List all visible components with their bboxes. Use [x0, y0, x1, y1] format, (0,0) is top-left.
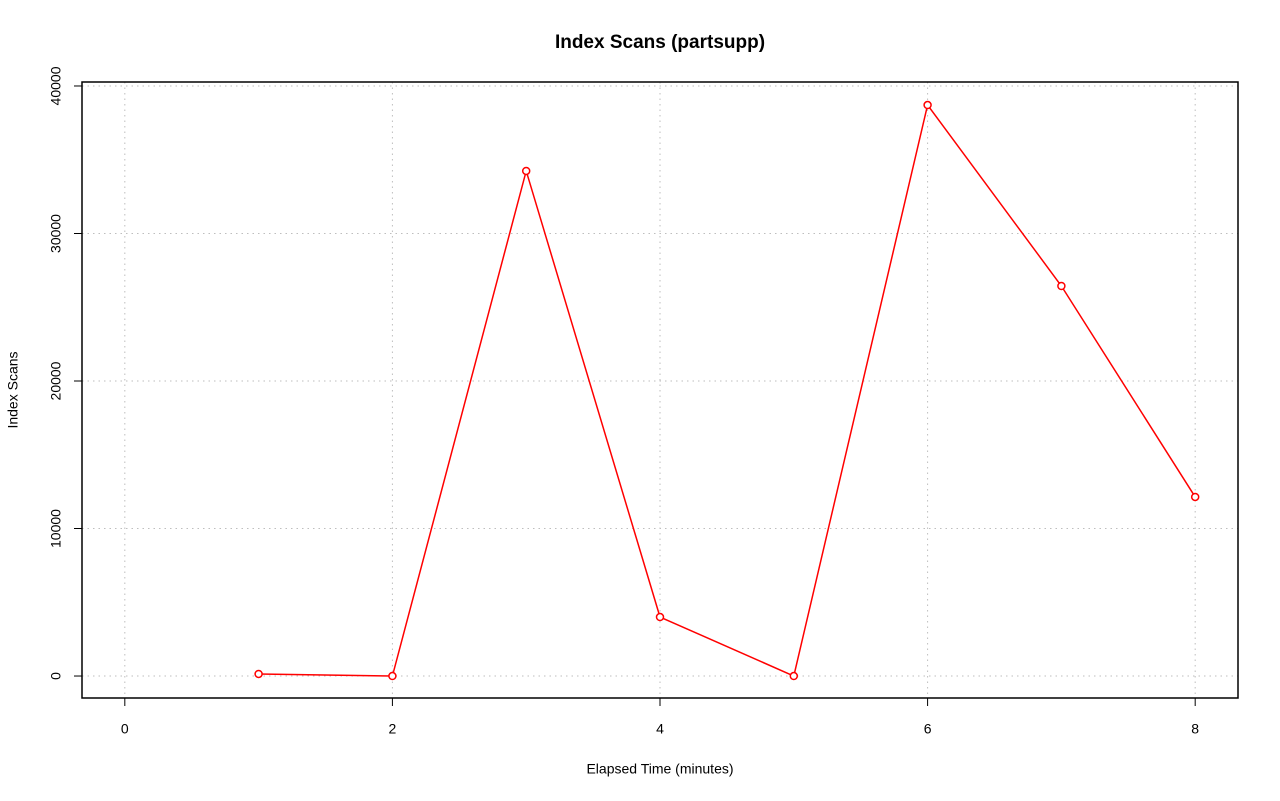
data-point	[655, 612, 665, 622]
plot-frame	[81, 81, 1239, 699]
data-point	[923, 100, 932, 110]
y-tick-label: 30000	[48, 214, 64, 253]
data-line	[258, 103, 1196, 678]
y-tick-label: 20000	[48, 361, 64, 400]
x-tick-label: 6	[924, 721, 932, 737]
data-point	[521, 166, 531, 176]
y-tick-label: 40000	[48, 66, 64, 105]
data-point	[1190, 492, 1200, 502]
x-tick-label: 2	[389, 721, 397, 737]
x-tick-label: 4	[656, 721, 664, 737]
chart-title: Index Scans (partsupp)	[555, 32, 765, 53]
data-point	[789, 671, 799, 681]
data-point	[1057, 281, 1066, 291]
y-tick-label: 10000	[48, 509, 64, 548]
x-tick-label: 8	[1191, 721, 1199, 737]
y-tick-label: 0	[48, 672, 64, 680]
x-tick-label: 0	[121, 721, 129, 737]
y-axis-label: Index Scans	[5, 351, 21, 428]
data-point	[254, 669, 263, 679]
data-point	[388, 671, 397, 681]
x-axis-label: Elapsed Time (minutes)	[586, 761, 733, 777]
